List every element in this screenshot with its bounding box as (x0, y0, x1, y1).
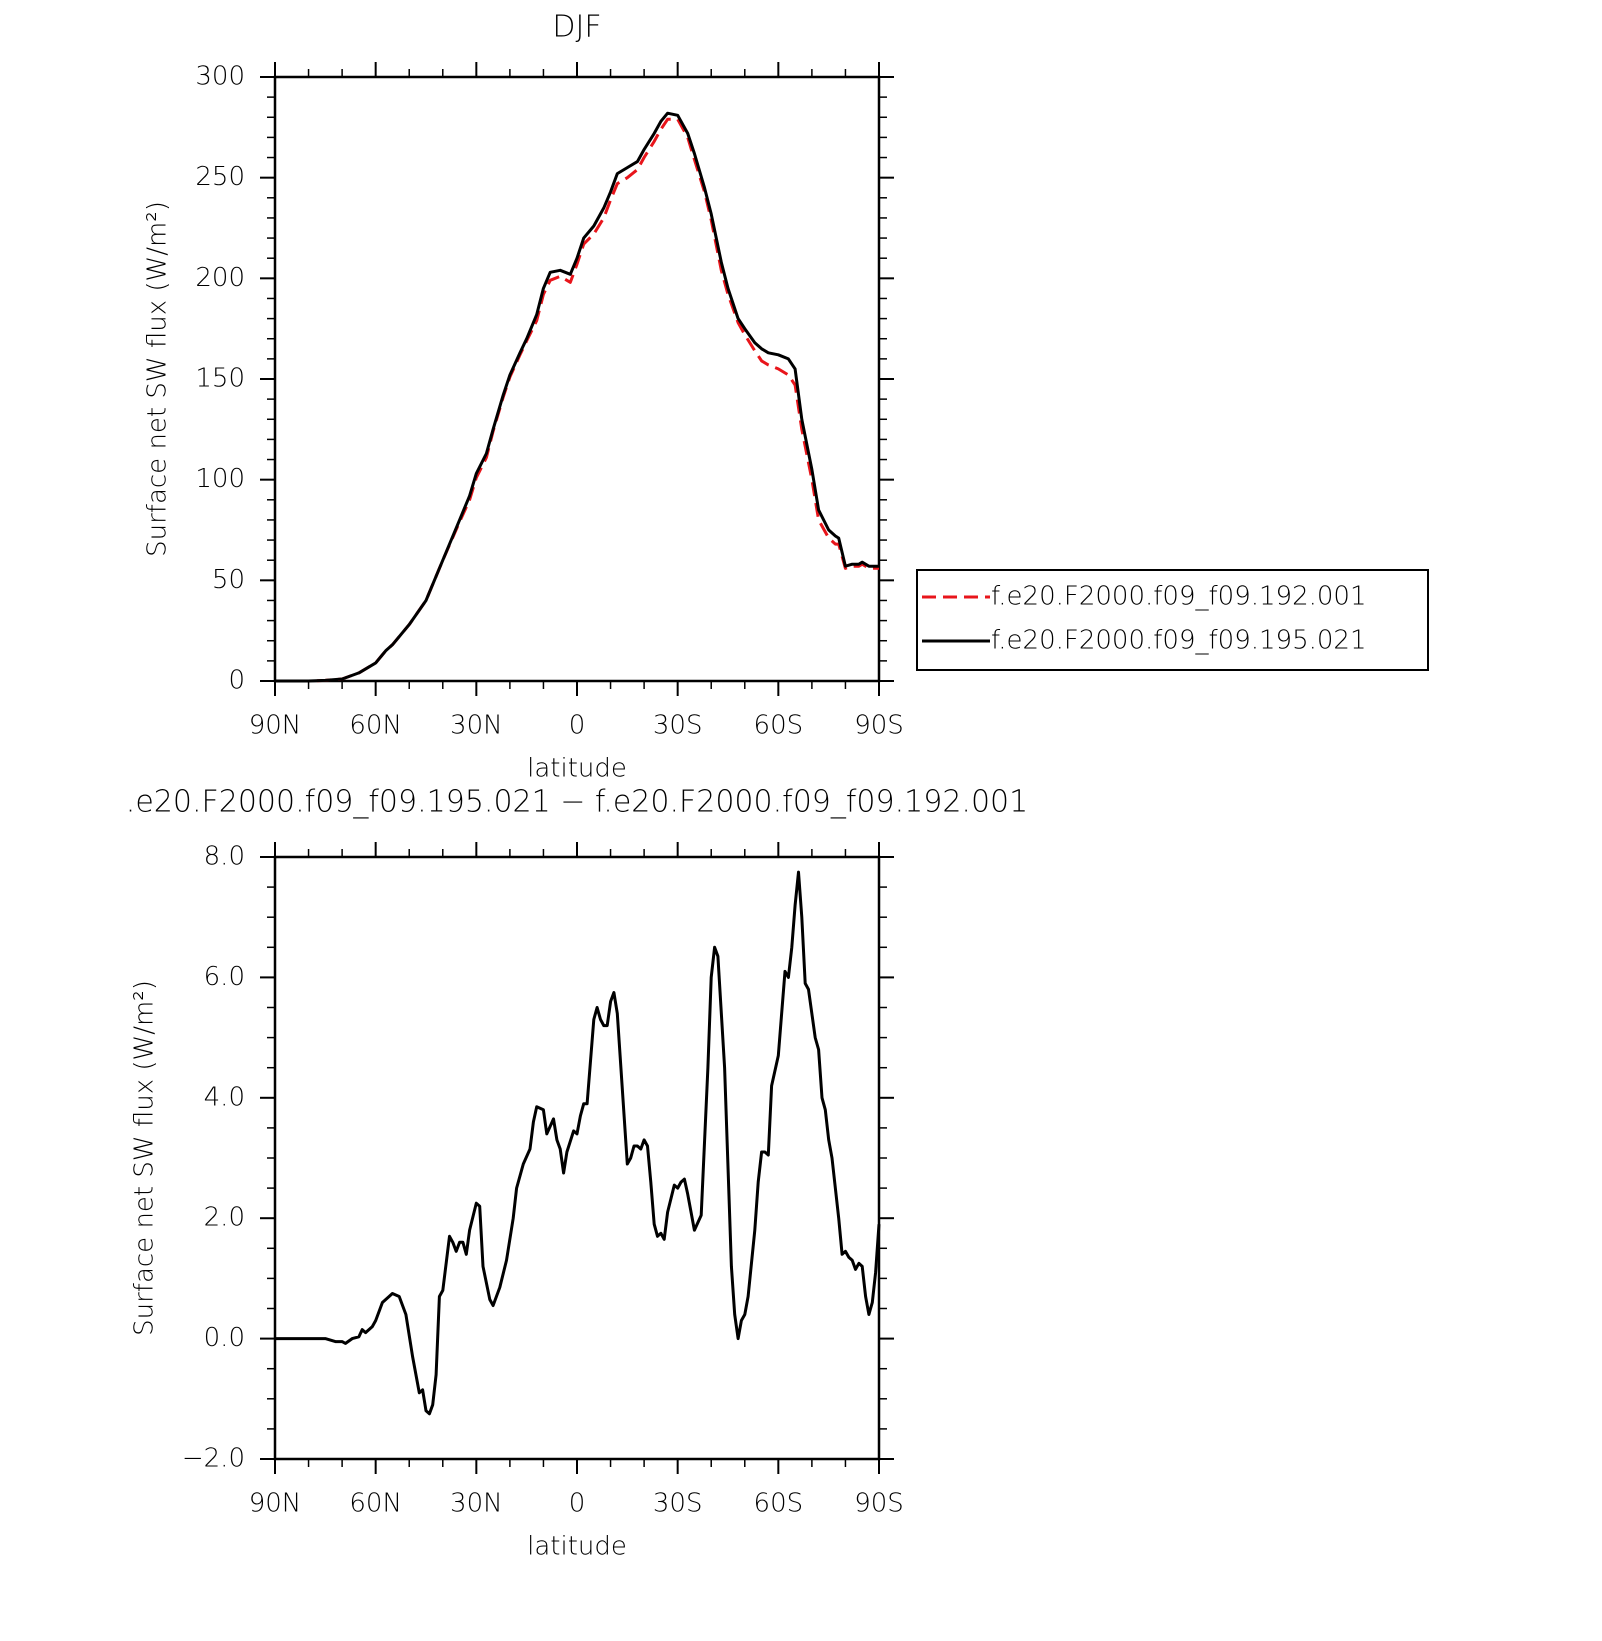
x-tick-label: 90S (854, 711, 904, 741)
x-tick-label: 30S (653, 711, 703, 741)
x-tick-label: 60N (349, 711, 402, 741)
chart-title: DJF (552, 10, 601, 45)
x-tick-label: 60N (349, 1489, 402, 1519)
y-tick-label: 8.0 (204, 842, 245, 872)
x-axis-label: latitude (527, 754, 627, 784)
legend-label: f.e20.F2000.f09_f09.195.021 (991, 626, 1367, 656)
y-tick-label: 300 (195, 62, 245, 92)
chart-title: .e20.F2000.f09_f09.195.021 − f.e20.F2000… (126, 785, 1028, 820)
x-tick-label: 90N (249, 711, 302, 741)
y-axis-label: Surface net SW flux (W/m²) (130, 980, 160, 1336)
x-tick-label: 30S (653, 1489, 703, 1519)
y-tick-label: 0.0 (204, 1323, 245, 1353)
y-tick-label: 150 (195, 364, 245, 394)
legend-box (916, 569, 1429, 671)
x-tick-label: 0 (569, 1489, 586, 1519)
x-tick-label: 90S (854, 1489, 904, 1519)
data-line (275, 117, 879, 683)
y-tick-label: 250 (195, 162, 245, 192)
y-tick-label: 50 (212, 565, 245, 595)
x-tick-label: 60S (754, 711, 804, 741)
y-tick-label: 4.0 (204, 1082, 245, 1112)
x-tick-label: 60S (754, 1489, 804, 1519)
y-tick-label: −2.0 (182, 1444, 245, 1474)
plot-frame (273, 75, 881, 683)
y-tick-label: 2.0 (204, 1203, 245, 1233)
y-tick-label: 200 (195, 263, 245, 293)
x-tick-label: 30N (450, 711, 503, 741)
x-tick-label: 30N (450, 1489, 503, 1519)
x-tick-label: 90N (249, 1489, 302, 1519)
y-tick-label: 0 (228, 666, 245, 696)
y-axis-label: Surface net SW flux (W/m²) (143, 201, 173, 557)
data-line (275, 870, 881, 1416)
plot-frame (273, 855, 881, 1461)
data-line (275, 111, 879, 683)
y-tick-label: 6.0 (204, 962, 245, 992)
x-tick-label: 0 (569, 711, 586, 741)
legend-label: f.e20.F2000.f09_f09.192.001 (991, 582, 1367, 612)
y-tick-label: 100 (195, 464, 245, 494)
x-axis-label: latitude (527, 1532, 627, 1562)
